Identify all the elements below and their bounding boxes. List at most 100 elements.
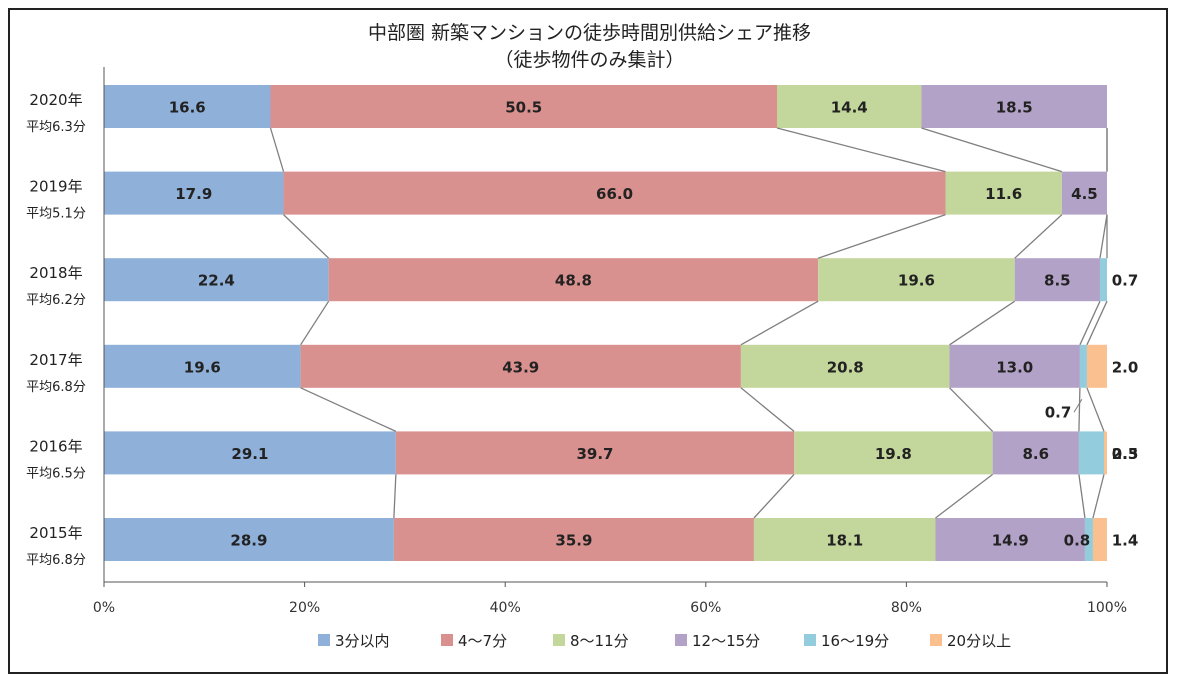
data-label: 66.0 [596,185,633,203]
bar-segment [1099,258,1107,302]
bar-segment [949,344,1080,388]
x-tick-label: 0% [93,600,115,616]
data-label: 1.4 [1112,532,1139,550]
category-label: 2017年 [29,351,82,369]
data-label: 48.8 [555,272,592,290]
data-label: 8.5 [1044,272,1071,290]
data-label: 0.8 [1064,532,1091,550]
category-label: 2016年 [29,437,82,455]
chart-subtitle: （徒歩物件のみ集計） [494,49,685,71]
x-tick-label: 80% [891,600,922,616]
series-connector-line [1092,474,1105,519]
series-connector-line [283,214,330,259]
bar-segment [921,85,1107,128]
label-leader-line [1073,399,1083,413]
series-connector-line [1014,214,1063,259]
chart-title: 中部圏 新築マンションの徒歩時間別供給シェア推移 [367,22,812,44]
bar-segment [328,258,819,302]
bar-segment [1084,518,1093,561]
bar-segment [104,258,329,302]
data-label: 19.6 [184,358,221,376]
legend-label: 20分以上 [947,632,1011,650]
category-sublabel: 平均6.5分 [26,466,86,481]
data-label: 8.6 [1022,445,1049,463]
data-label: 2.5 [1112,445,1139,463]
bar-segment [794,431,993,475]
x-tick-label: 60% [690,600,721,616]
legend-label: 8〜11分 [570,632,629,650]
category-label: 2018年 [29,264,82,282]
series-connector-line [740,300,819,346]
data-label: 29.1 [231,445,268,463]
series-connector-line [1099,214,1108,259]
category-sublabel: 平均6.8分 [26,380,86,395]
data-label: 16.6 [169,99,206,117]
series-connector-line [1086,300,1108,346]
series-connector-line [300,300,330,346]
data-label: 13.0 [996,358,1033,376]
data-label: 28.9 [230,532,267,550]
legend-swatch [441,634,453,646]
category-sublabel: 平均6.3分 [26,120,86,135]
bar-segment [818,258,1015,302]
bar-segment [1092,518,1107,561]
data-label: 18.1 [826,532,863,550]
series-connector-line [269,127,285,172]
data-label: 4.5 [1071,185,1098,203]
bar-segment [753,518,936,561]
data-label: 18.5 [996,99,1033,117]
bar-segment [1086,344,1107,388]
data-label: 20.8 [827,358,864,376]
series-connector-line [1079,300,1101,346]
data-label: 35.9 [555,532,592,550]
bar-segment [283,171,946,215]
category-sublabel: 平均5.1分 [26,207,86,222]
series-connector-line [1078,387,1081,432]
bar-segment [395,431,795,475]
bar-segment [740,344,950,388]
series-connector-line [921,127,1063,173]
bar-segment [1079,344,1087,388]
bar-segment [300,344,741,388]
x-tick-label: 20% [289,600,320,616]
category-label: 2019年 [29,178,82,196]
series-connector-line [740,387,795,432]
data-label: 17.9 [175,185,212,203]
legend-swatch [675,634,687,646]
data-label: 50.5 [505,99,542,117]
bar-segment [104,171,284,215]
category-sublabel: 平均6.2分 [26,293,86,308]
series-connector-line [393,474,397,519]
bar-segment [393,518,754,561]
data-label: 0.7 [1045,403,1072,421]
data-label: 19.6 [898,272,935,290]
data-label: 39.7 [576,445,613,463]
bar-segment [1014,258,1100,302]
legend-label: 12〜15分 [692,632,760,650]
legend-swatch [930,634,942,646]
bar-segment [104,431,396,475]
data-label: 11.6 [985,185,1022,203]
bar-segment [104,518,394,561]
bar-segment [1061,171,1107,215]
data-label: 0.3 [1112,445,1139,463]
data-label: 43.9 [502,358,539,376]
data-label: 14.9 [992,532,1029,550]
bar-segment [992,431,1079,475]
legend-swatch [804,634,816,646]
legend-label: 3分以内 [335,632,390,650]
data-label: 22.4 [198,272,235,290]
bar-segment [104,344,301,388]
bar-segment [777,85,922,128]
legend-label: 4〜7分 [458,632,507,650]
legend-swatch [553,634,565,646]
category-label: 2015年 [29,524,82,542]
bar-segment [935,518,1085,561]
bar-segment [270,85,778,128]
bar-segment [104,85,271,128]
x-tick-label: 40% [490,600,521,616]
bar-segment [1103,431,1107,475]
series-connector-line [949,300,1016,346]
series-connector-line [949,387,994,432]
